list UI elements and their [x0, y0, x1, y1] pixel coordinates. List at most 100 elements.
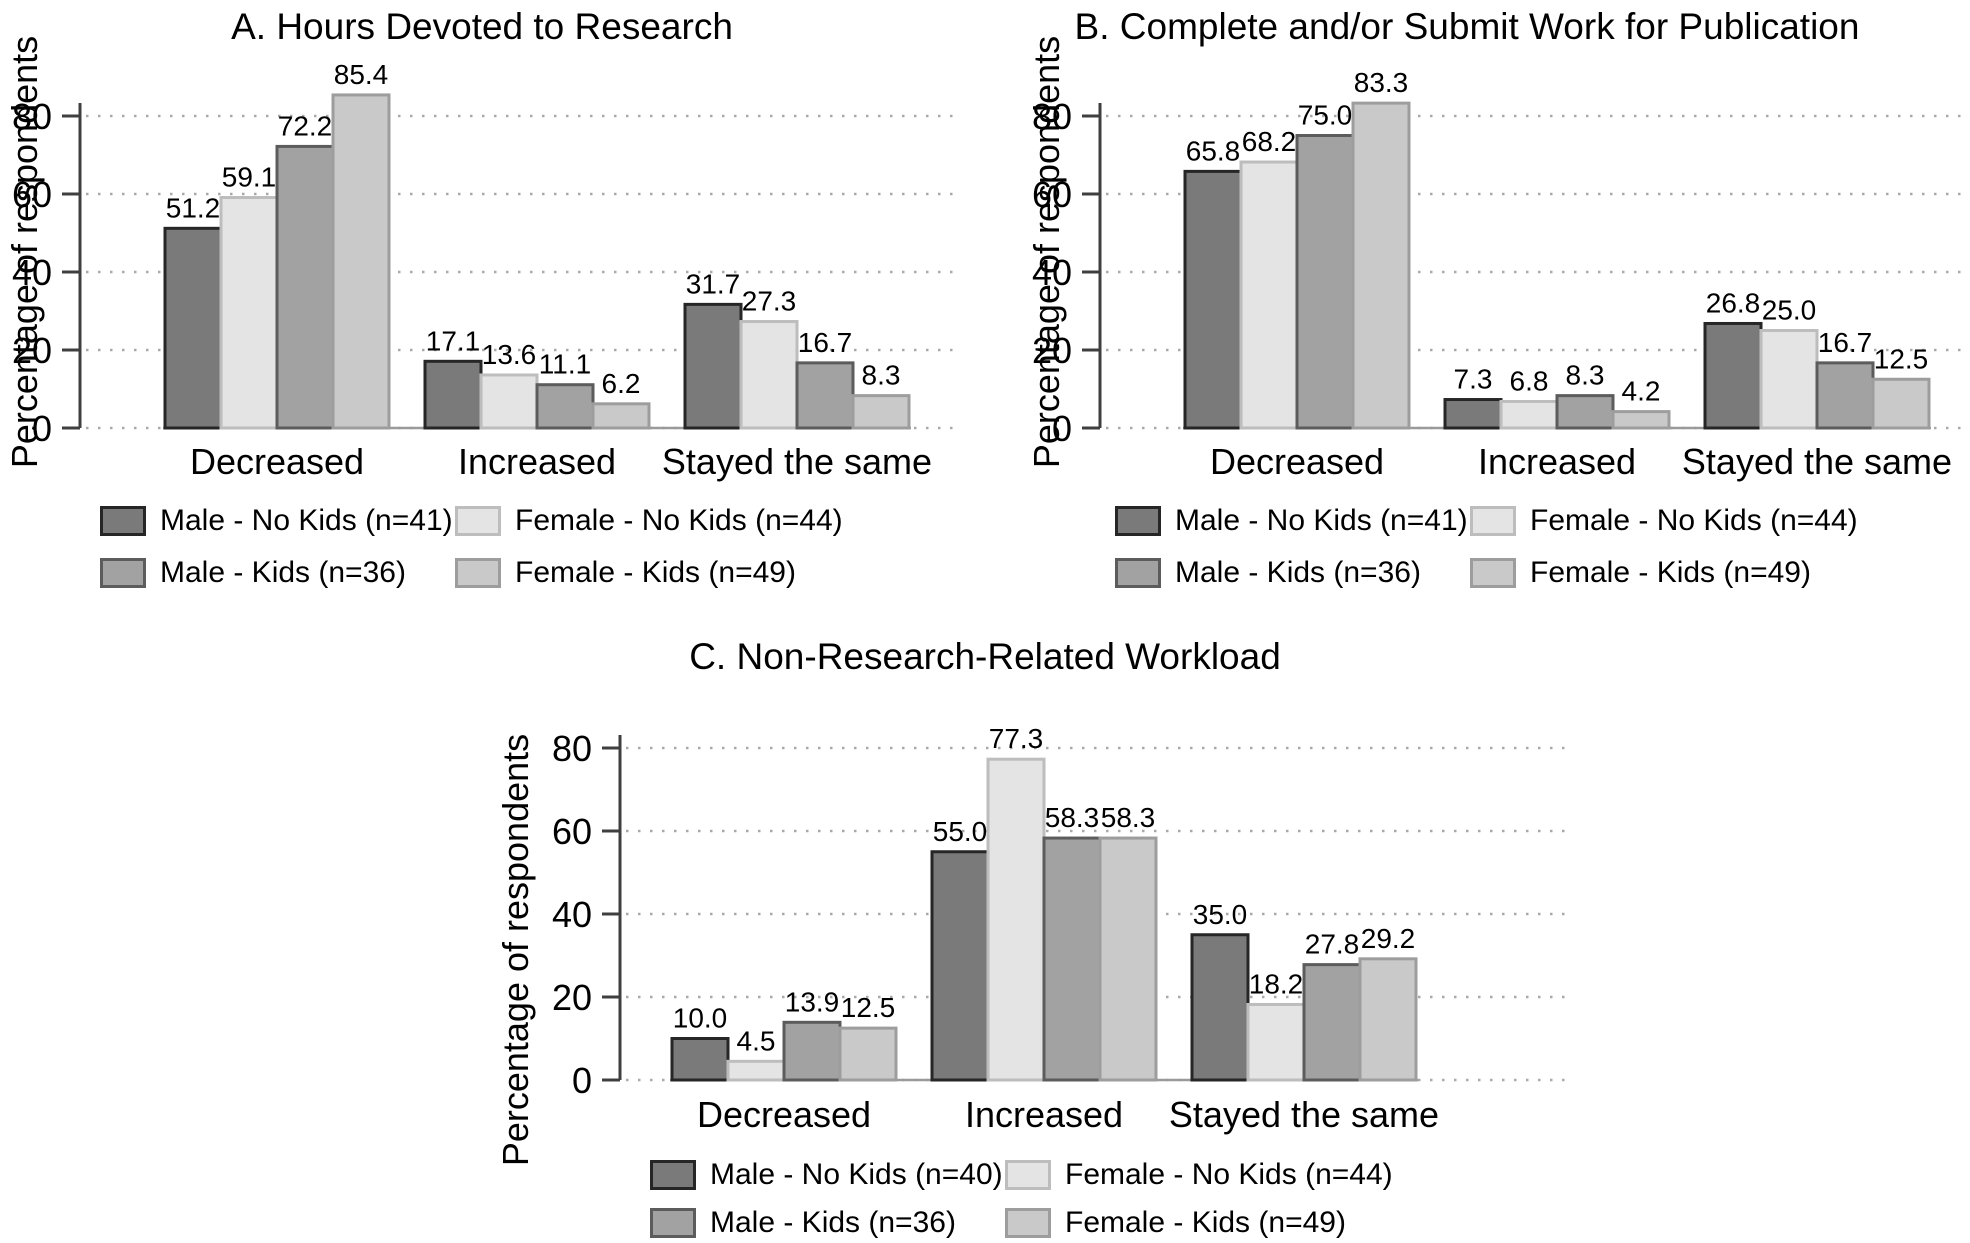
bar [1555, 394, 1615, 430]
bar-value-label: 58.3 [1101, 802, 1156, 833]
legend-swatch-male-no-kids [650, 1160, 696, 1190]
y-tick-label: 0 [572, 1060, 592, 1101]
y-tick-label: 40 [552, 894, 592, 935]
bar [986, 757, 1046, 1082]
legend-label: Female - Kids (n=49) [1065, 1206, 1346, 1239]
legend-item: Male - No Kids (n=41) [1115, 503, 1468, 539]
legend-label: Male - No Kids (n=41) [1175, 504, 1468, 537]
legend-swatch-female-no-kids [1005, 1160, 1051, 1190]
panel-b: B. Complete and/or Submit Work for Publi… [985, 0, 1970, 620]
bar [1815, 361, 1875, 430]
bar-value-label: 6.2 [602, 368, 641, 399]
legend-item: Female - Kids (n=49) [455, 555, 796, 591]
legend-item: Male - No Kids (n=40) [650, 1157, 1003, 1193]
bar [683, 302, 743, 430]
bar [838, 1026, 898, 1082]
panel-c-title: C. Non-Research-Related Workload [689, 636, 1281, 677]
legend-label: Male - No Kids (n=41) [160, 504, 453, 537]
y-tick-label: 60 [552, 811, 592, 852]
y-tick-label: 80 [1032, 96, 1072, 137]
bar [423, 359, 483, 430]
legend-label: Female - Kids (n=49) [515, 556, 796, 589]
bar [1239, 160, 1299, 430]
bar [1871, 377, 1931, 430]
bar [331, 93, 391, 430]
bar-value-label: 31.7 [686, 268, 741, 299]
bar-value-label: 29.2 [1361, 923, 1416, 954]
x-category-label: Stayed the same [1169, 1094, 1439, 1135]
bar [1042, 836, 1102, 1082]
y-tick-label: 80 [552, 728, 592, 769]
x-category-label: Stayed the same [662, 441, 932, 482]
bar [1611, 410, 1671, 430]
bar [1098, 836, 1158, 1082]
legend-label: Female - No Kids (n=44) [1065, 1158, 1393, 1191]
y-tick-label: 40 [1032, 252, 1072, 293]
bar [726, 1059, 786, 1082]
bar-value-label: 12.5 [1874, 343, 1929, 374]
y-tick-label: 80 [12, 96, 52, 137]
bar-value-label: 11.1 [539, 349, 591, 380]
bar [479, 373, 539, 430]
bar [851, 394, 911, 430]
bar [1703, 321, 1763, 430]
x-category-label: Decreased [190, 441, 364, 482]
x-category-label: Increased [965, 1094, 1123, 1135]
legend-label: Male - Kids (n=36) [710, 1206, 956, 1239]
bar-value-label: 59.1 [222, 162, 277, 193]
y-tick-label: 0 [1052, 408, 1072, 449]
legend-item: Male - Kids (n=36) [650, 1205, 956, 1241]
bar-value-label: 27.8 [1305, 929, 1360, 960]
bar [1759, 329, 1819, 430]
bar-value-label: 65.8 [1186, 135, 1241, 166]
legend-item: Male - No Kids (n=41) [100, 503, 453, 539]
bar-value-label: 58.3 [1045, 802, 1100, 833]
legend-swatch-female-no-kids [1470, 506, 1516, 536]
bar-value-label: 85.4 [334, 59, 389, 90]
y-tick-label: 20 [552, 977, 592, 1018]
bar-value-label: 17.1 [426, 325, 481, 356]
panel-a-plot: 51.259.172.285.4 Decreased 17.1 13.6 11.1 6.2… [12, 59, 960, 482]
bar [782, 1020, 842, 1082]
bar [1351, 101, 1411, 430]
bar-value-label: 26.8 [1706, 287, 1761, 318]
bar-value-label: 16.7 [798, 327, 853, 358]
bar [930, 850, 990, 1082]
legend-swatch-female-no-kids [455, 506, 501, 536]
x-category-label: Stayed the same [1682, 441, 1952, 482]
bar-value-label: 16.7 [1818, 327, 1873, 358]
y-tick-label: 20 [1032, 330, 1072, 371]
legend-swatch-male-kids [1115, 558, 1161, 588]
bar-value-label: 8.3 [1566, 360, 1605, 391]
y-tick-label: 0 [32, 408, 52, 449]
bar-value-label: 72.2 [278, 110, 333, 141]
legend-label: Female - No Kids (n=44) [515, 504, 843, 537]
x-category-label: Increased [1478, 441, 1636, 482]
bar-value-label: 25.0 [1762, 295, 1817, 326]
legend-swatch-male-no-kids [1115, 506, 1161, 536]
x-category-label: Decreased [697, 1094, 871, 1135]
panel-c-plot: 10.0 4.5 13.9 12.5 Decreased 55.0 77.3 58.3 58.3… [552, 723, 1570, 1135]
legend-label: Male - Kids (n=36) [160, 556, 406, 589]
bar-value-label: 13.6 [482, 339, 537, 370]
bar-value-label: 12.5 [841, 992, 896, 1023]
legend-swatch-female-kids [1005, 1208, 1051, 1238]
bar-value-label: 4.2 [1622, 376, 1661, 407]
bar [1183, 169, 1243, 430]
bar-value-label: 18.2 [1249, 968, 1304, 999]
bar [1302, 963, 1362, 1082]
legend-label: Female - No Kids (n=44) [1530, 504, 1858, 537]
bar [219, 196, 279, 430]
legend-item: Male - Kids (n=36) [1115, 555, 1421, 591]
legend-swatch-male-no-kids [100, 506, 146, 536]
bar [795, 361, 855, 430]
bar [1295, 134, 1355, 430]
panel-a-title: A. Hours Devoted to Research [231, 6, 733, 47]
legend-item: Female - Kids (n=49) [1005, 1205, 1346, 1241]
bar-value-label: 7.3 [1454, 364, 1493, 395]
bar-value-label: 83.3 [1354, 67, 1409, 98]
bar-value-label: 55.0 [933, 816, 988, 847]
bar [1358, 957, 1418, 1082]
panel-b-plot: 65.8 68.275.083.3 Decreased 7.3 6.8 8.3 4.2 Inc… [1032, 67, 1965, 482]
